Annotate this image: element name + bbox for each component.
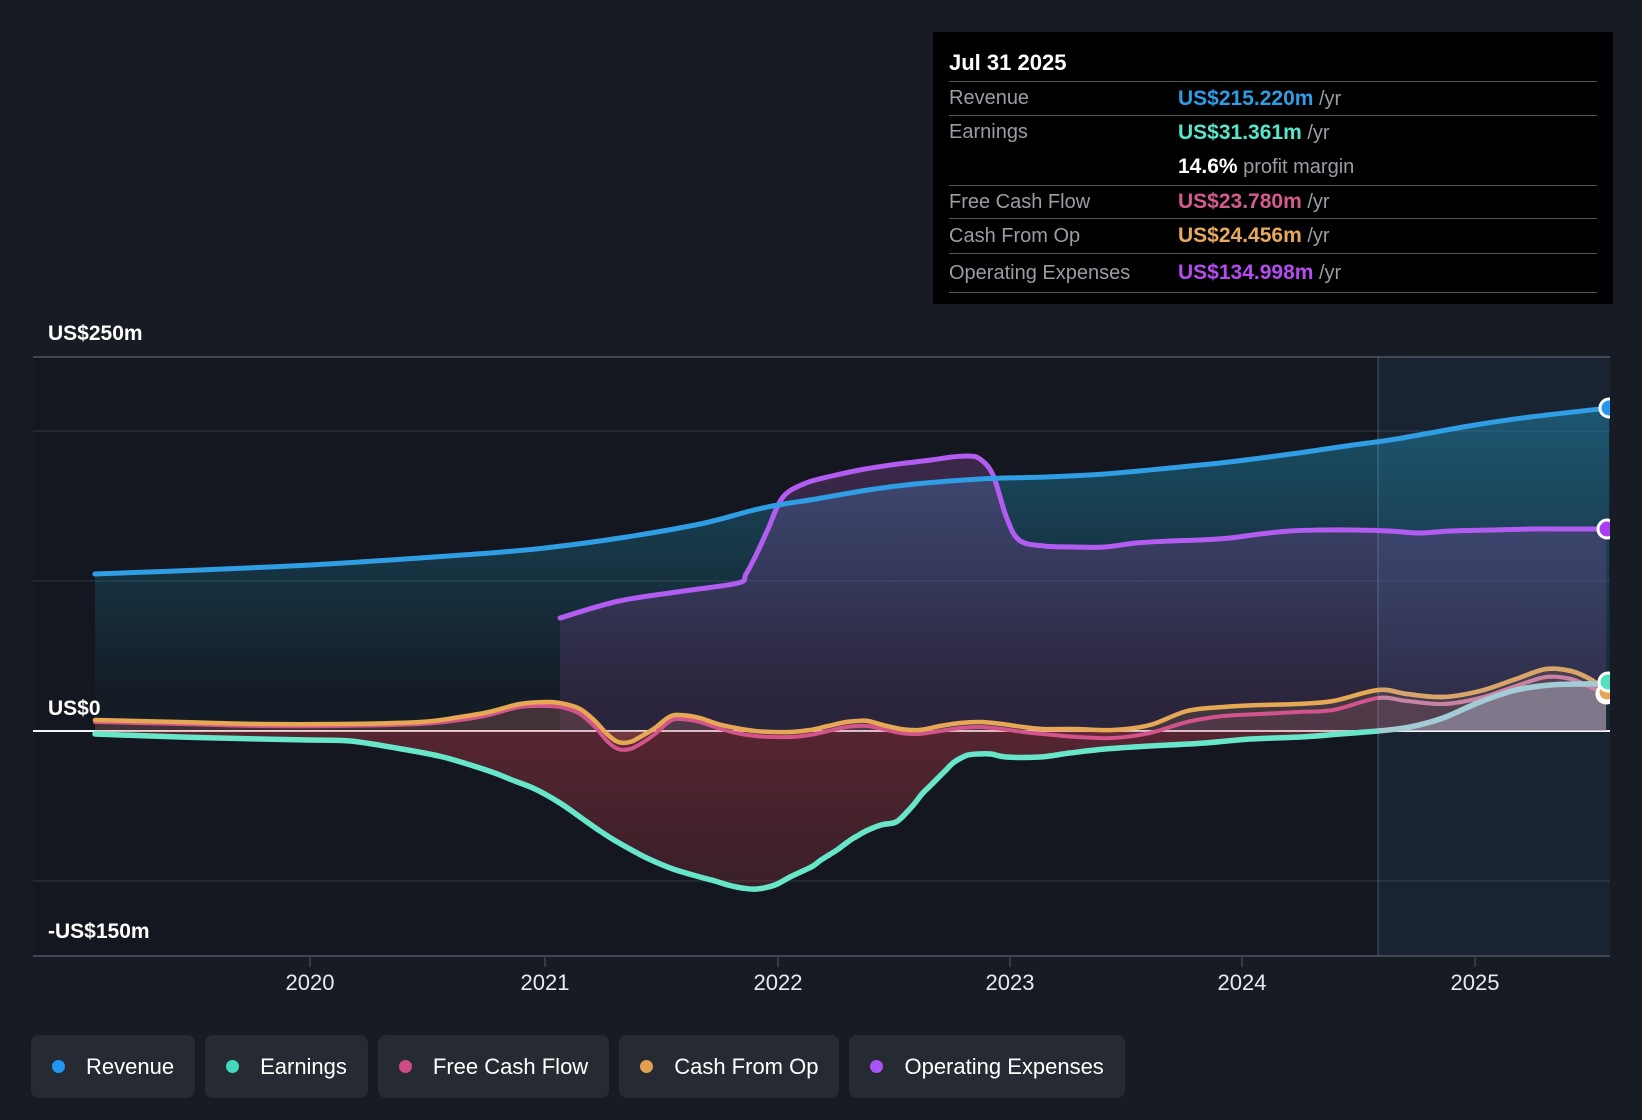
svg-text:2025: 2025 [1451,970,1500,995]
svg-text:2024: 2024 [1218,970,1267,995]
svg-text:2023: 2023 [986,970,1035,995]
svg-text:US$0: US$0 [48,697,101,720]
svg-text:2021: 2021 [521,970,570,995]
svg-text:2022: 2022 [754,970,803,995]
svg-text:2020: 2020 [286,970,335,995]
svg-text:-US$150m: -US$150m [48,920,150,943]
svg-text:US$250m: US$250m [48,322,143,345]
